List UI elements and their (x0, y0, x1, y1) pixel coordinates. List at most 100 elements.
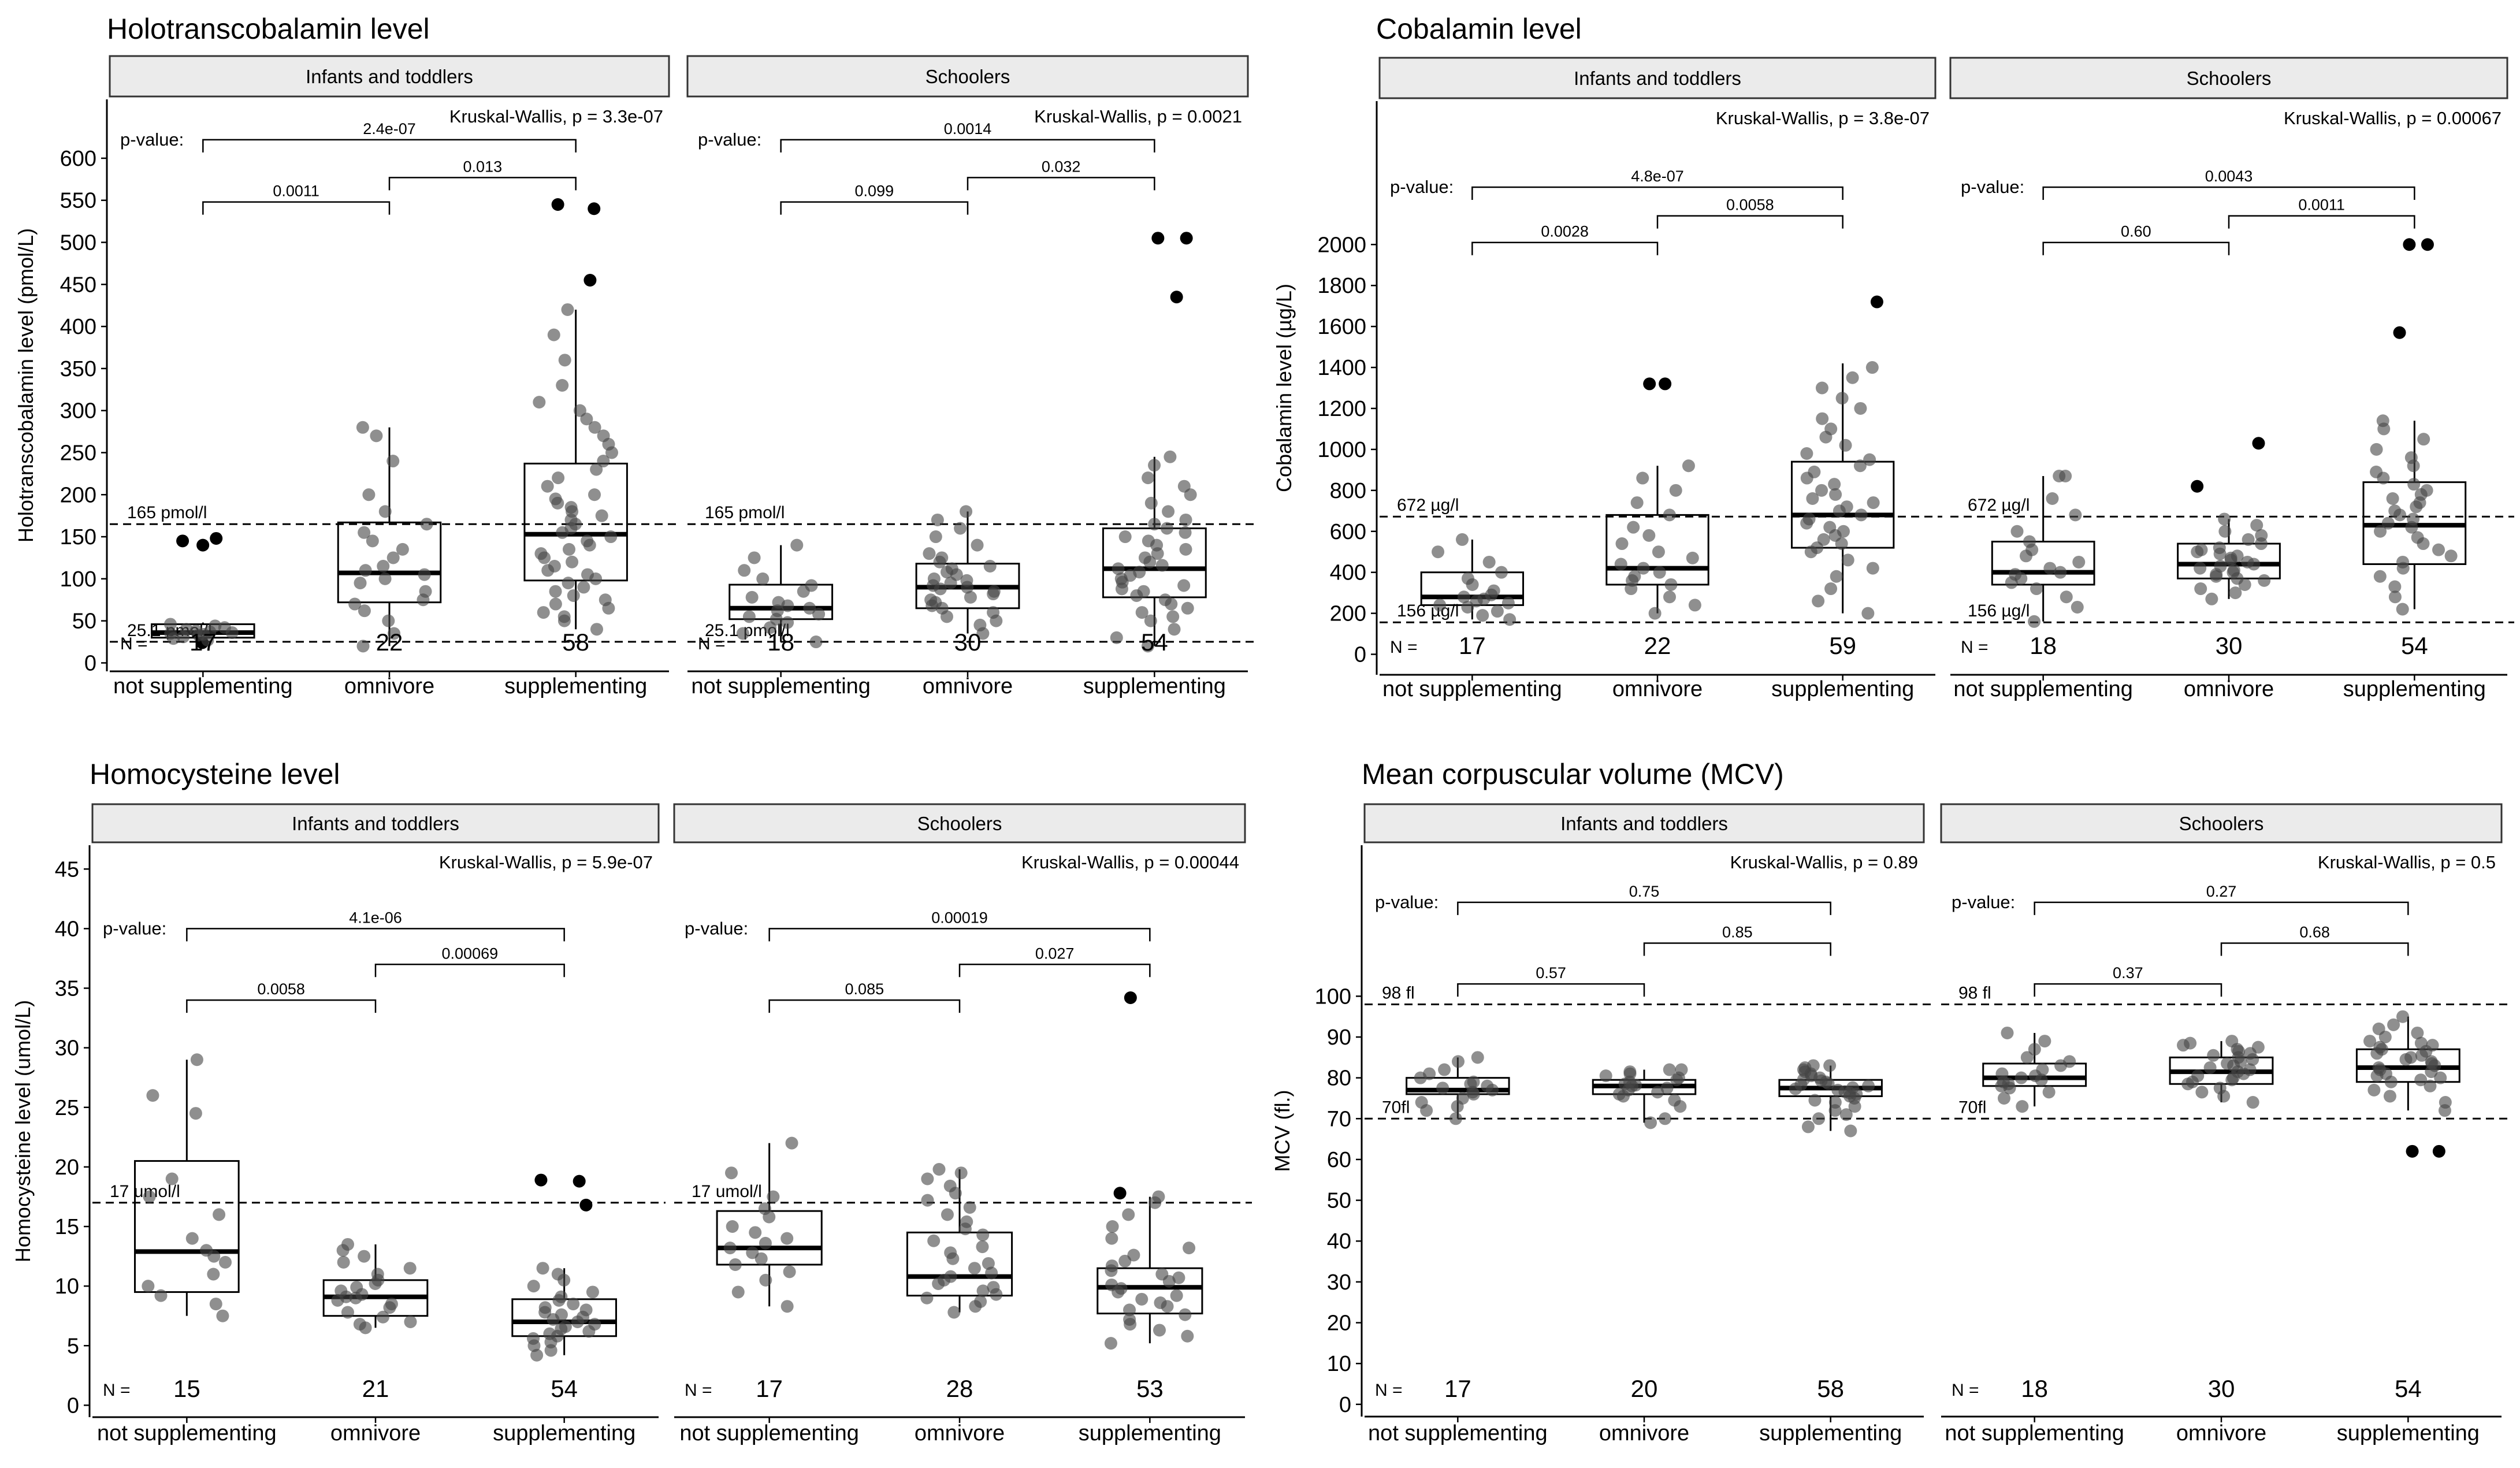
data-point (538, 1301, 552, 1314)
data-point (1432, 545, 1445, 559)
group-0: 18 not supplementing (1945, 1026, 2124, 1445)
bracket-pvalue: 0.0028 (1541, 223, 1589, 240)
data-point (403, 1262, 417, 1275)
data-point (1663, 508, 1676, 522)
significance-bracket (780, 201, 969, 215)
bracket-pvalue: 4.8e-07 (1631, 168, 1684, 185)
data-point (1123, 1313, 1136, 1326)
data-point (370, 429, 383, 443)
data-point (1995, 1067, 2009, 1080)
data-point (1449, 1112, 1462, 1125)
data-point (527, 1280, 540, 1293)
data-point (1627, 521, 1640, 534)
panel-title: Holotranscobalamin level (107, 13, 430, 45)
data-point (573, 1175, 586, 1188)
data-point (748, 551, 761, 564)
n-label: N = (1952, 1381, 1979, 1400)
data-point (567, 589, 580, 602)
significance-bracket (2034, 983, 2222, 997)
data-point (558, 354, 571, 367)
data-point (2406, 1144, 2419, 1158)
data-point (385, 1298, 398, 1311)
data-point (564, 501, 578, 514)
data-point (1423, 1067, 1436, 1080)
data-point (566, 555, 579, 568)
data-point (2218, 525, 2232, 538)
data-point (745, 590, 759, 604)
data-point (378, 505, 392, 518)
data-point (543, 1327, 556, 1340)
y-tick-label: 500 (60, 231, 96, 255)
data-point (386, 455, 400, 468)
data-point (2383, 1090, 2396, 1103)
box (1406, 1077, 1510, 1095)
data-point (2386, 492, 2399, 506)
bracket-pvalue: 0.0011 (2298, 196, 2345, 214)
facet-strip-label: Schoolers (926, 66, 1010, 87)
data-point (1642, 529, 1656, 542)
data-point (2194, 562, 2207, 575)
reference-label: 156 µg/l (1968, 601, 2030, 620)
data-point (362, 488, 376, 501)
y-tick-label: 200 (1330, 602, 1366, 626)
data-point (1491, 605, 1504, 618)
data-point (987, 606, 1000, 619)
data-point (921, 1194, 934, 1207)
data-point (960, 574, 973, 587)
pvalue-label: p-value: (103, 918, 166, 938)
data-point (533, 396, 546, 409)
y-tick-label: 90 (1327, 1025, 1351, 1050)
data-point (2195, 543, 2208, 556)
pvalue-label: p-value: (685, 918, 748, 938)
data-point (781, 616, 794, 629)
group-2: 54 supplementing (1083, 232, 1226, 698)
data-point (356, 421, 369, 434)
data-point (759, 1236, 772, 1250)
box (523, 462, 628, 582)
data-point (1830, 570, 1843, 583)
data-point (974, 1295, 987, 1308)
y-axis-label: Homocysteine level (umol/L) (11, 1000, 35, 1262)
n-count: 21 (362, 1375, 389, 1402)
kruskal-wallis-label: Kruskal-Wallis, p = 3.8e-07 (1716, 108, 1930, 128)
data-point (1452, 1055, 1465, 1068)
pvalue-label: p-value: (1375, 892, 1439, 912)
data-point (377, 560, 390, 573)
data-point (2195, 1086, 2209, 1099)
data-point (154, 1289, 168, 1302)
y-tick-label: 100 (60, 567, 96, 592)
data-point (1172, 1271, 1185, 1284)
data-point (561, 303, 574, 316)
facet-strip (1949, 57, 2508, 99)
data-point (341, 1237, 355, 1251)
x-tick-label: supplementing (1083, 674, 1226, 698)
n-count: 54 (2401, 632, 2428, 659)
y-tick-label: 400 (60, 315, 96, 339)
data-point (1688, 599, 1701, 612)
facet-0: Infants and toddlers Kruskal-Wallis, p = … (1378, 57, 1942, 701)
data-point (2396, 1010, 2410, 1023)
data-point (164, 627, 177, 640)
significance-bracket (374, 964, 565, 978)
data-point (2396, 603, 2409, 616)
data-point (1181, 1329, 1194, 1343)
group-0: 17 not supplementing (1382, 533, 1562, 701)
data-point (353, 1318, 366, 1331)
data-point (1481, 1079, 1494, 1092)
x-tick-label: supplementing (1759, 1421, 1902, 1445)
data-point (1142, 534, 1155, 548)
bracket-pvalue: 0.60 (2121, 223, 2151, 240)
data-point (1668, 1094, 1681, 1107)
data-point (359, 564, 372, 577)
n-count: 28 (946, 1375, 973, 1402)
data-point (1802, 512, 1816, 526)
y-tick-label: 0 (84, 651, 96, 675)
data-point (2363, 1035, 2377, 1048)
data-point (1168, 623, 1181, 636)
y-tick-label: 1000 (1317, 438, 1366, 462)
data-point (579, 1198, 593, 1211)
data-point (1614, 558, 1627, 571)
data-point (2053, 469, 2066, 482)
data-point (1482, 555, 1496, 568)
panel-title: Cobalamin level (1376, 13, 1582, 45)
